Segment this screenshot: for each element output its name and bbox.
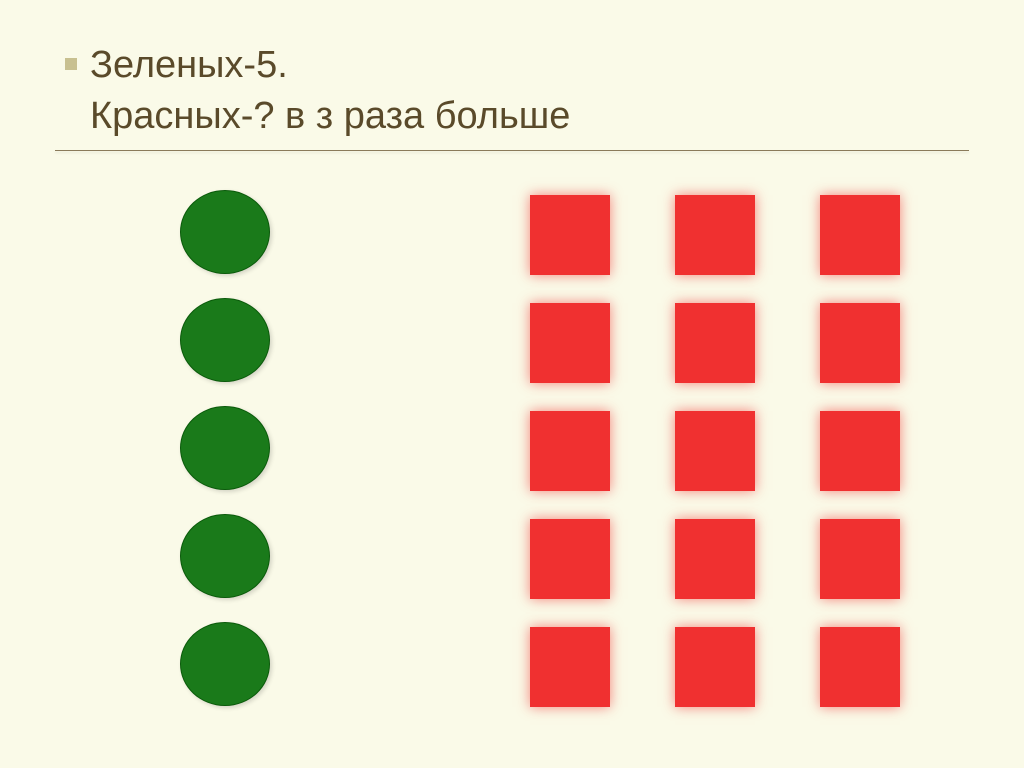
title-block: Зеленых-5. Красных-? в з раза больше	[90, 40, 570, 143]
red-square	[675, 627, 755, 707]
red-square	[530, 411, 610, 491]
bullet-marker	[65, 58, 77, 70]
red-square	[820, 303, 900, 383]
red-square	[675, 411, 755, 491]
green-circle	[180, 406, 270, 490]
green-circle	[180, 190, 270, 274]
title-line-2: Красных-? в з раза больше	[90, 91, 570, 142]
red-square	[675, 195, 755, 275]
title-underline	[55, 150, 969, 151]
green-circles-group	[180, 190, 270, 706]
red-squares-grid	[530, 195, 900, 707]
red-square	[820, 519, 900, 599]
red-square	[675, 519, 755, 599]
green-circle	[180, 622, 270, 706]
green-circle	[180, 514, 270, 598]
red-square	[530, 303, 610, 383]
red-square	[530, 519, 610, 599]
red-square	[675, 303, 755, 383]
red-square	[820, 627, 900, 707]
green-circle	[180, 298, 270, 382]
red-square	[530, 627, 610, 707]
title-line-1: Зеленых-5.	[90, 40, 570, 91]
red-square	[820, 195, 900, 275]
red-square	[530, 195, 610, 275]
red-square	[820, 411, 900, 491]
